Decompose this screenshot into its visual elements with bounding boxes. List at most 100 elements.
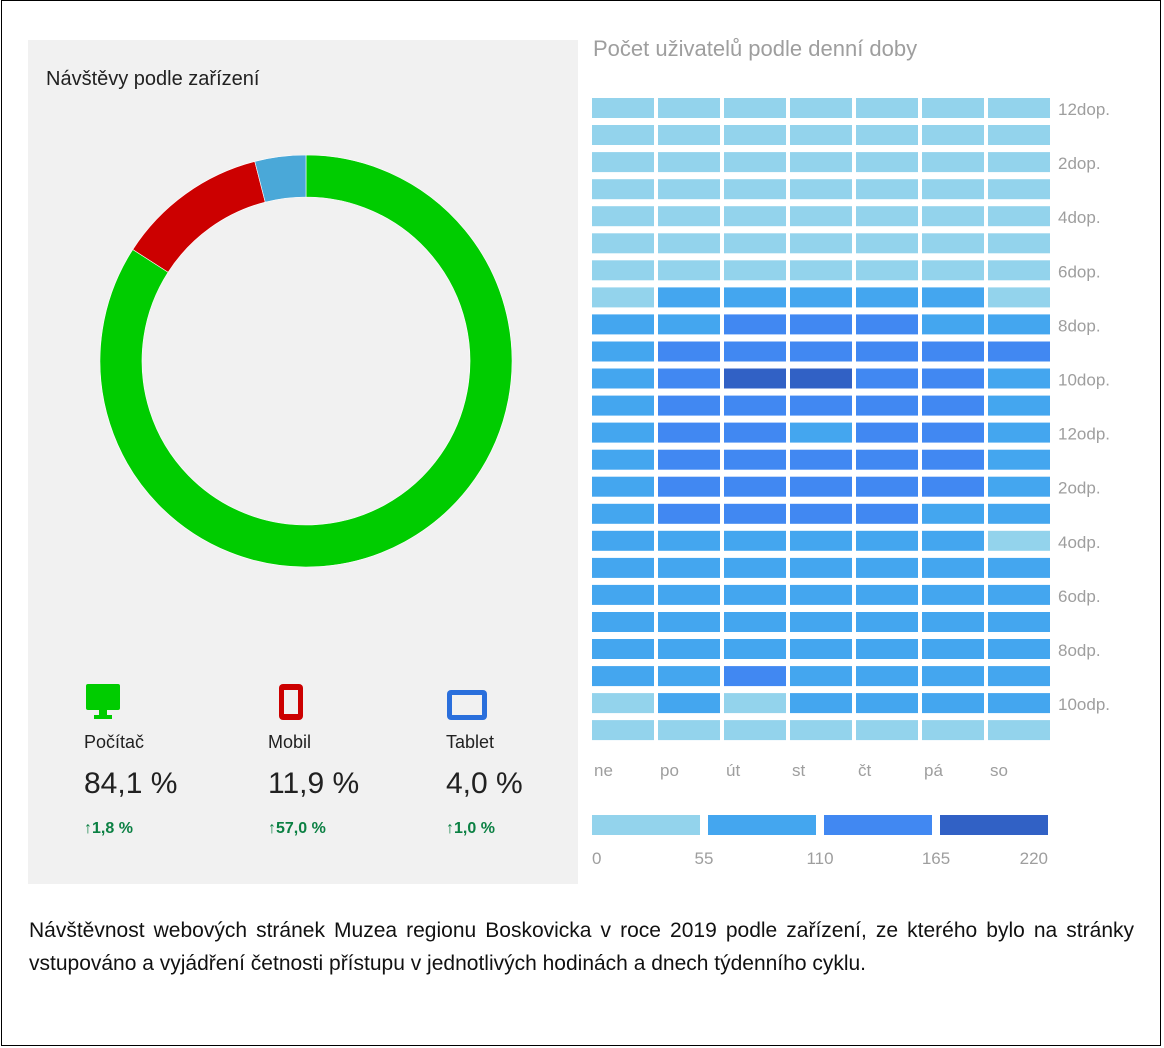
heatmap-cell (724, 98, 786, 118)
heatmap-cell (724, 422, 786, 443)
heatmap-cell (922, 233, 984, 254)
heatmap-cell (724, 179, 786, 200)
tablet-icon (447, 690, 487, 720)
device-change: ↑57,0 % (268, 820, 326, 838)
heatmap-cell (790, 557, 852, 578)
heatmap-cell (592, 584, 654, 605)
heatmap-cell (988, 314, 1050, 335)
heatmap-cell (856, 693, 918, 714)
device-tablet: Tablet 4,0 % ↑1,0 % (446, 682, 586, 837)
heatmap-cell (856, 557, 918, 578)
device-desktop: Počítač 84,1 % ↑1,8 % (84, 682, 224, 837)
device-donut-chart (100, 155, 512, 567)
arrow-up-icon: ↑ (446, 820, 454, 837)
heatmap-cell (922, 666, 984, 687)
heatmap-cell (856, 476, 918, 497)
heatmap-cell (988, 206, 1050, 227)
heatmap-cell (724, 639, 786, 659)
heatmap-cell (658, 584, 720, 605)
figure-caption: Návštěvnost webových stránek Muzea regio… (29, 919, 1134, 975)
heatmap-cell (658, 125, 720, 145)
heatmap-cell (592, 368, 654, 389)
heatmap-cell (658, 395, 720, 416)
heatmap-cell (592, 720, 654, 741)
heatmap-cell (724, 341, 786, 362)
heatmap-cell (856, 179, 918, 200)
heatmap-cell (790, 639, 852, 659)
heatmap-cell (856, 422, 918, 443)
heatmap-cell (592, 287, 654, 308)
heatmap-cell (724, 206, 786, 227)
heatmap-cell (988, 233, 1050, 254)
heatmap-cell (922, 152, 984, 173)
heatmap-cell (922, 206, 984, 227)
heatmap-cell (856, 341, 918, 362)
heatmap-cell (724, 395, 786, 416)
heatmap-cell (658, 368, 720, 389)
heatmap-cell (790, 530, 852, 551)
heatmap-cell (724, 260, 786, 281)
heatmap-cell (658, 341, 720, 362)
device-change-value: 1,8 % (92, 820, 133, 837)
heatmap-row-label: 6odp. (1058, 587, 1101, 606)
heatmap-cell (592, 503, 654, 524)
heatmap-cell (988, 666, 1050, 687)
heatmap-cell (922, 341, 984, 362)
heatmap-row-label: 8dop. (1058, 316, 1101, 335)
heatmap-column-label: ne (594, 761, 613, 780)
heatmap-cell (790, 341, 852, 362)
heatmap-column-label: pá (924, 761, 943, 780)
scale-legend-tick: 55 (695, 849, 714, 868)
heatmap-column-label: po (660, 761, 679, 780)
heatmap-cell (724, 314, 786, 335)
device-change: ↑1,0 % (446, 820, 495, 838)
heatmap-cell (922, 584, 984, 605)
heatmap-cell (724, 584, 786, 605)
heatmap-cell (592, 476, 654, 497)
heatmap-cell (790, 476, 852, 497)
heatmap-cell (922, 639, 984, 659)
heatmap-cell (658, 720, 720, 741)
device-share: 11,9 % (268, 767, 360, 800)
heatmap-row-label: 10dop. (1058, 371, 1110, 390)
heatmap-cell (856, 720, 918, 741)
heatmap-column-label: út (726, 761, 740, 780)
heatmap-cell (658, 233, 720, 254)
heatmap-cell (988, 639, 1050, 659)
heatmap-title: Počet uživatelů podle denní doby (593, 36, 918, 61)
heatmap-cell (790, 503, 852, 524)
heatmap-cell (724, 233, 786, 254)
heatmap-cell (724, 152, 786, 173)
heatmap-cell (592, 206, 654, 227)
heatmap-cell (856, 233, 918, 254)
heatmap-cell (592, 422, 654, 443)
heatmap-cell (790, 179, 852, 200)
heatmap-cell (592, 557, 654, 578)
heatmap-cell (592, 260, 654, 281)
heatmap-cell (658, 422, 720, 443)
heatmap-cell (658, 530, 720, 551)
heatmap-cell (922, 476, 984, 497)
heatmap-cell (856, 666, 918, 687)
mobile-icon (279, 684, 303, 720)
heatmap-cell (790, 368, 852, 389)
heatmap-cell (790, 449, 852, 470)
heatmap-cell (856, 206, 918, 227)
heatmap-row-label: 4dop. (1058, 208, 1101, 227)
heatmap-row-label: 12odp. (1058, 425, 1110, 444)
heatmap-cell (790, 152, 852, 173)
heatmap-cell (922, 557, 984, 578)
heatmap-cell (592, 693, 654, 714)
heatmap-cell (658, 503, 720, 524)
heatmap-cell (592, 233, 654, 254)
device-name: Mobil (268, 732, 312, 752)
hourly-users-heatmap: 12dop. 2dop. 4dop. 6dop. 8dop. 10dop. 12odp. 2o… (592, 98, 1110, 868)
heatmap-cell (988, 179, 1050, 200)
heatmap-cell (856, 639, 918, 659)
arrow-up-icon: ↑ (84, 820, 92, 837)
donut-slice-2 (254, 155, 307, 203)
heatmap-cell (592, 341, 654, 362)
heatmap-cell (790, 125, 852, 145)
heatmap-cell (922, 720, 984, 741)
heatmap-cell (724, 476, 786, 497)
